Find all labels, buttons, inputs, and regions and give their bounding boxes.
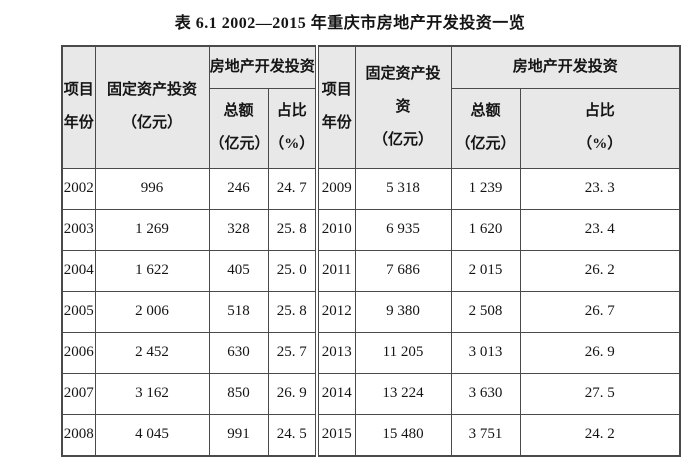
cell-total: 850 <box>208 372 269 415</box>
cell-year: 2004 <box>61 249 96 292</box>
header-total-left: 总额 （亿元） <box>208 87 269 169</box>
cell-share: 26. 7 <box>519 290 681 333</box>
header-realestate-group-left: 房地产开发投资 <box>208 45 318 89</box>
cell-total: 991 <box>208 413 269 456</box>
cell-year: 2015 <box>315 413 356 456</box>
investment-table: 项目 年份 固定资产投资 （亿元） 房地产开发投资 项目 年份 固定资产投 资 … <box>61 45 681 457</box>
header-fixed-investment-right: 固定资产投 资 （亿元） <box>354 45 452 169</box>
table-row: 2008 4 045 991 24. 5 2015 15 480 3 751 2… <box>61 413 681 456</box>
header-year-left: 项目 年份 <box>61 45 96 169</box>
header-share-right: 占比 （%） <box>519 87 681 169</box>
cell-share: 24. 5 <box>267 413 318 456</box>
table-row: 2007 3 162 850 26. 9 2014 13 224 3 630 2… <box>61 372 681 415</box>
cell-fixed: 4 045 <box>94 413 210 456</box>
cell-share: 25. 7 <box>267 331 318 374</box>
cell-fixed: 5 318 <box>354 167 452 210</box>
cell-year: 2013 <box>315 331 356 374</box>
cell-total: 3 013 <box>450 331 521 374</box>
cell-fixed: 2 006 <box>94 290 210 333</box>
cell-share: 26. 9 <box>519 331 681 374</box>
cell-share: 26. 9 <box>267 372 318 415</box>
table-row: 2002 996 246 24. 7 2009 5 318 1 239 23. … <box>61 167 681 210</box>
cell-total: 630 <box>208 331 269 374</box>
cell-share: 23. 4 <box>519 208 681 251</box>
cell-share: 23. 3 <box>519 167 681 210</box>
cell-share: 24. 7 <box>267 167 318 210</box>
cell-total: 2 508 <box>450 290 521 333</box>
table-row: 2004 1 622 405 25. 0 2011 7 686 2 015 26… <box>61 249 681 292</box>
table-caption: 表 6.1 2002—2015 年重庆市房地产开发投资一览 <box>174 15 526 32</box>
cell-year: 2007 <box>61 372 96 415</box>
table-row: 2006 2 452 630 25. 7 2013 11 205 3 013 2… <box>61 331 681 374</box>
cell-year: 2005 <box>61 290 96 333</box>
cell-year: 2014 <box>315 372 356 415</box>
cell-fixed: 15 480 <box>354 413 452 456</box>
cell-share: 25. 8 <box>267 290 318 333</box>
header-year-right: 项目 年份 <box>315 45 356 169</box>
cell-total: 2 015 <box>450 249 521 292</box>
cell-total: 1 620 <box>450 208 521 251</box>
cell-year: 2006 <box>61 331 96 374</box>
table-row: 2005 2 006 518 25. 8 2012 9 380 2 508 26… <box>61 290 681 333</box>
cell-fixed: 11 205 <box>354 331 452 374</box>
cell-share: 24. 2 <box>519 413 681 456</box>
cell-total: 518 <box>208 290 269 333</box>
cell-fixed: 3 162 <box>94 372 210 415</box>
cell-fixed: 2 452 <box>94 331 210 374</box>
cell-fixed: 1 622 <box>94 249 210 292</box>
cell-year: 2008 <box>61 413 96 456</box>
cell-total: 1 239 <box>450 167 521 210</box>
cell-share: 26. 2 <box>519 249 681 292</box>
cell-year: 2009 <box>315 167 356 210</box>
cell-year: 2012 <box>315 290 356 333</box>
header-realestate-group-right: 房地产开发投资 <box>450 45 681 89</box>
cell-total: 3 751 <box>450 413 521 456</box>
cell-total: 328 <box>208 208 269 251</box>
header-total-right: 总额 （亿元） <box>450 87 521 169</box>
cell-year: 2011 <box>315 249 356 292</box>
cell-fixed: 6 935 <box>354 208 452 251</box>
cell-year: 2010 <box>315 208 356 251</box>
header-fixed-investment-left: 固定资产投资 （亿元） <box>94 45 210 169</box>
cell-fixed: 7 686 <box>354 249 452 292</box>
cell-fixed: 9 380 <box>354 290 452 333</box>
cell-share: 27. 5 <box>519 372 681 415</box>
cell-total: 3 630 <box>450 372 521 415</box>
table-row: 2003 1 269 328 25. 8 2010 6 935 1 620 23… <box>61 208 681 251</box>
cell-year: 2002 <box>61 167 96 210</box>
cell-fixed: 996 <box>94 167 210 210</box>
cell-share: 25. 0 <box>267 249 318 292</box>
cell-total: 246 <box>208 167 269 210</box>
cell-year: 2003 <box>61 208 96 251</box>
cell-share: 25. 8 <box>267 208 318 251</box>
header-share-left: 占比 （%） <box>267 87 318 169</box>
cell-fixed: 1 269 <box>94 208 210 251</box>
cell-fixed: 13 224 <box>354 372 452 415</box>
cell-total: 405 <box>208 249 269 292</box>
